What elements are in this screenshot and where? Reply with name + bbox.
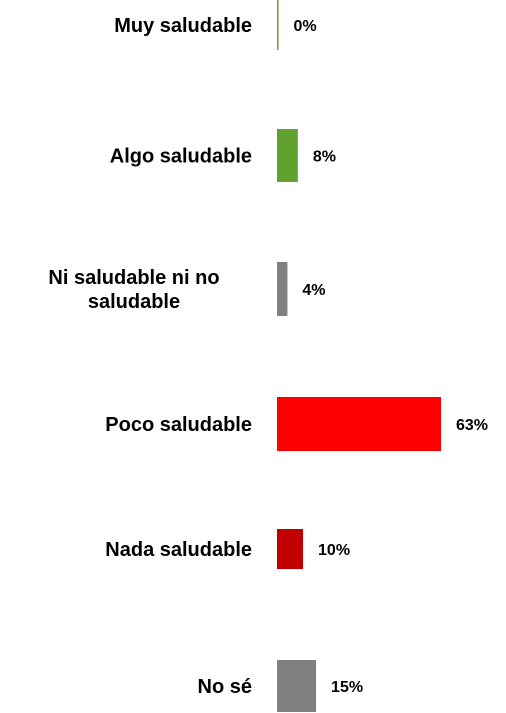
bar-1 bbox=[277, 129, 298, 182]
category-label-5: No sé bbox=[198, 676, 252, 698]
bar-3 bbox=[277, 397, 441, 451]
category-label-3: Poco saludable bbox=[105, 414, 252, 436]
category-label-0: Muy saludable bbox=[114, 15, 252, 37]
value-label-3: 63% bbox=[456, 417, 488, 434]
category-label-4: Nada saludable bbox=[105, 539, 252, 561]
value-label-1: 8% bbox=[313, 149, 336, 166]
bar-0 bbox=[277, 0, 279, 50]
value-label-5: 15% bbox=[331, 679, 363, 696]
bars-group: Muy saludable 0% Algo saludable 8% Ni saluda… bbox=[48, 0, 488, 712]
value-label-4: 10% bbox=[318, 542, 350, 559]
bar-4 bbox=[277, 529, 304, 569]
bar-2 bbox=[277, 262, 288, 316]
value-label-0: 0% bbox=[294, 18, 317, 35]
bar-5 bbox=[277, 660, 317, 712]
value-label-2: 4% bbox=[302, 282, 325, 299]
category-label-1: Algo saludable bbox=[110, 146, 252, 168]
category-label-2: Ni saludable ni no saludable bbox=[48, 267, 219, 313]
